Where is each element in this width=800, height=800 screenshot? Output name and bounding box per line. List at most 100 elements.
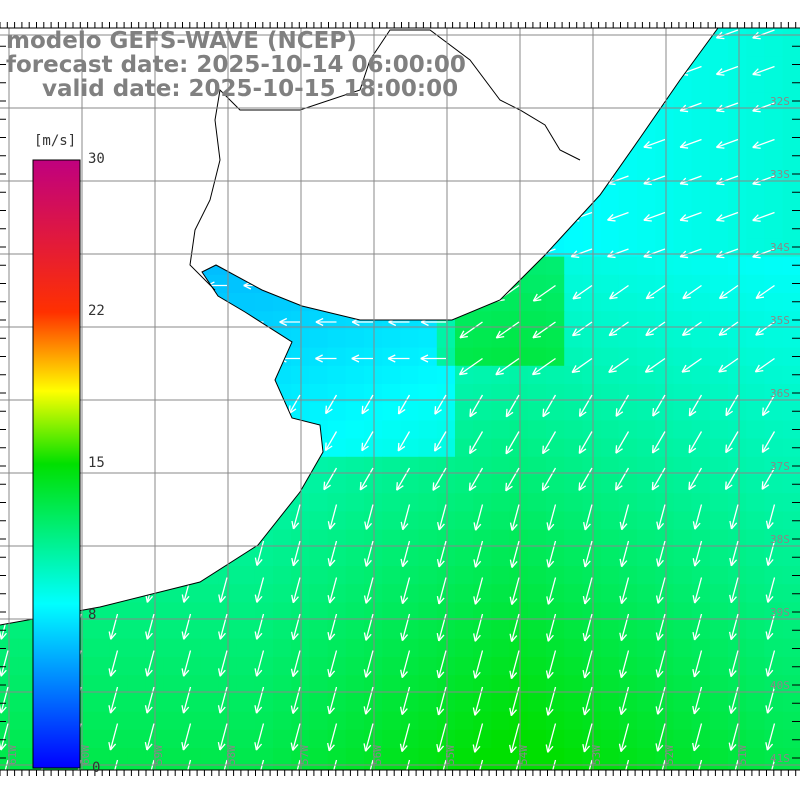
speed-cell bbox=[509, 584, 529, 603]
speed-cell bbox=[163, 402, 183, 421]
speed-cell bbox=[527, 547, 547, 567]
wind-arrow bbox=[546, 540, 557, 568]
speed-cell bbox=[127, 347, 147, 367]
wind-arrow bbox=[290, 686, 301, 714]
wind-arrow bbox=[692, 723, 703, 752]
speed-cell bbox=[109, 438, 128, 458]
speed-cell bbox=[564, 311, 583, 330]
speed-cell bbox=[746, 329, 765, 349]
speed-cell bbox=[491, 438, 511, 458]
speed-cell bbox=[527, 657, 547, 676]
speed-cell bbox=[709, 529, 729, 549]
speed-cell bbox=[691, 38, 711, 57]
speed-cell bbox=[364, 657, 383, 676]
speed-cell bbox=[182, 493, 201, 512]
speed-cell bbox=[582, 293, 602, 312]
lon-label: 52W bbox=[663, 745, 676, 765]
speed-cell bbox=[163, 274, 183, 294]
wind-arrow bbox=[656, 504, 666, 530]
speed-cell bbox=[746, 566, 765, 585]
speed-cell bbox=[200, 493, 219, 512]
speed-cell bbox=[491, 56, 511, 76]
speed-cell bbox=[254, 748, 274, 767]
speed-cell bbox=[691, 402, 711, 421]
speed-cell bbox=[764, 420, 784, 440]
speed-cell bbox=[364, 620, 383, 640]
speed-cell bbox=[309, 529, 329, 549]
speed-cell bbox=[709, 547, 729, 567]
speed-cell bbox=[200, 711, 219, 731]
speed-cell bbox=[509, 220, 529, 239]
speed-cell bbox=[455, 293, 474, 312]
wind-arrow bbox=[609, 284, 629, 300]
wind-arrow bbox=[546, 504, 557, 531]
speed-cell bbox=[91, 766, 110, 770]
speed-cell bbox=[546, 92, 565, 112]
speed-cell bbox=[345, 748, 365, 767]
speed-cell bbox=[600, 584, 620, 603]
wind-arrow bbox=[400, 650, 411, 679]
speed-cell bbox=[491, 38, 511, 57]
speed-cell bbox=[673, 28, 693, 39]
speed-cell bbox=[327, 456, 347, 476]
speed-cell bbox=[509, 620, 529, 640]
speed-cell bbox=[746, 748, 765, 767]
speed-cell bbox=[200, 620, 219, 640]
speed-cell bbox=[764, 638, 784, 658]
speed-cell bbox=[345, 402, 365, 421]
wind-arrow bbox=[608, 357, 629, 373]
speed-cell bbox=[91, 420, 110, 440]
wind-arrow bbox=[656, 540, 666, 567]
wind-arrow bbox=[619, 577, 630, 605]
speed-cell bbox=[400, 729, 420, 749]
speed-cell bbox=[527, 511, 547, 531]
speed-cell bbox=[782, 657, 800, 676]
speed-cell bbox=[127, 584, 147, 603]
wind-arrow bbox=[718, 284, 739, 300]
wind-arrow bbox=[400, 577, 411, 605]
speed-cell bbox=[182, 693, 201, 713]
speed-cell bbox=[254, 165, 274, 185]
wind-arrow bbox=[244, 175, 264, 185]
speed-cell bbox=[382, 293, 401, 312]
wind-arrow bbox=[570, 175, 593, 186]
speed-cell bbox=[91, 748, 110, 767]
speed-cell bbox=[163, 420, 183, 440]
wind-arrow bbox=[578, 431, 593, 454]
wind-arrow bbox=[436, 540, 447, 568]
speed-cell bbox=[382, 384, 401, 403]
speed-cell bbox=[655, 529, 674, 549]
speed-cell bbox=[673, 529, 693, 549]
speed-cell bbox=[728, 111, 747, 130]
speed-cell bbox=[728, 28, 747, 39]
speed-cell bbox=[600, 220, 620, 239]
speed-cell bbox=[127, 693, 147, 713]
speed-cell bbox=[491, 92, 511, 112]
speed-cell bbox=[582, 566, 602, 585]
wind-arrow bbox=[171, 211, 191, 221]
speed-cell bbox=[236, 766, 256, 770]
speed-cell bbox=[436, 748, 456, 767]
speed-cell bbox=[637, 438, 656, 458]
wind-arrow bbox=[389, 211, 410, 222]
speed-cell bbox=[491, 638, 511, 658]
speed-cell bbox=[491, 620, 511, 640]
wind-arrow bbox=[254, 540, 265, 566]
speed-cell bbox=[673, 693, 693, 713]
speed-cell bbox=[163, 693, 183, 713]
speed-cell bbox=[182, 729, 201, 749]
lon-label: 61W bbox=[6, 745, 19, 765]
speed-cell bbox=[618, 675, 638, 694]
speed-cell bbox=[309, 566, 329, 585]
speed-cell bbox=[382, 256, 401, 276]
wind-arrow bbox=[207, 248, 228, 258]
speed-cell bbox=[182, 183, 201, 203]
speed-cell bbox=[691, 602, 711, 622]
wind-arrow bbox=[692, 686, 703, 715]
speed-cell bbox=[163, 766, 183, 770]
wind-arrow bbox=[459, 284, 483, 302]
speed-cell bbox=[527, 256, 547, 276]
speed-cell bbox=[436, 256, 456, 276]
wind-arrow bbox=[607, 138, 629, 149]
wind-arrow bbox=[108, 613, 119, 640]
